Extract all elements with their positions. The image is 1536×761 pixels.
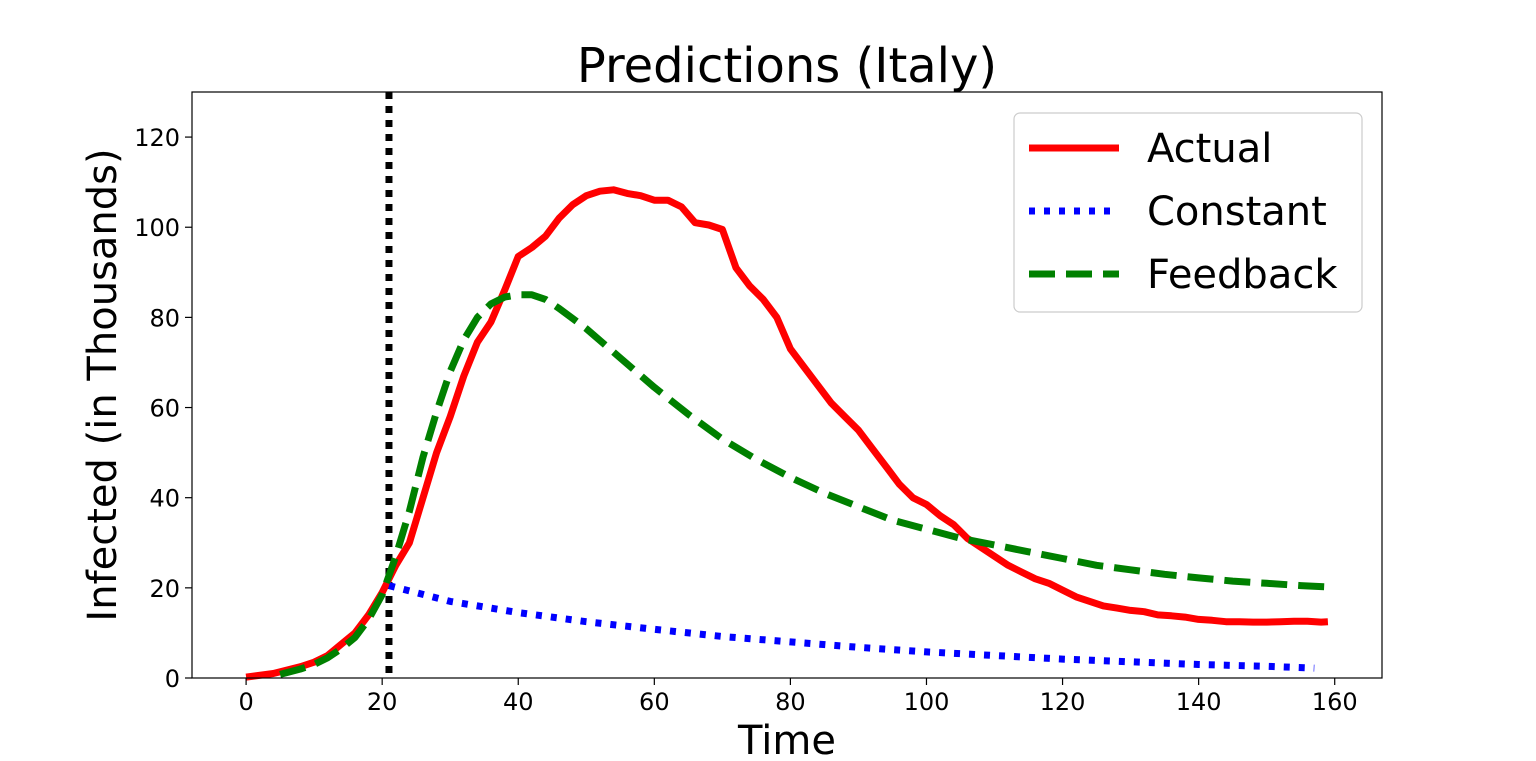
x-axis-label: Time [737,718,836,761]
y-tick-label: 120 [134,124,180,152]
x-tick-label: 0 [238,688,253,716]
legend-box [1013,112,1363,313]
series-line-feedback [279,291,1329,678]
series-line-constant [388,582,1315,672]
x-tick-label: 100 [904,688,950,716]
y-tick-label: 40 [149,485,180,513]
x-tick-label: 140 [1176,688,1222,716]
plot-frame [191,91,1383,679]
x-tick-label: 120 [1040,688,1086,716]
x-tick-label: 160 [1312,688,1358,716]
legend-label-feedback: Feedback [1147,252,1338,298]
y-tick-label: 0 [165,665,180,693]
x-tick-label: 20 [367,688,398,716]
y-tick-label: 80 [149,304,180,332]
plot-layer [245,92,1329,681]
x-tick-label: 60 [639,688,670,716]
x-tick-label: 40 [503,688,534,716]
legend-label-actual: Actual [1147,126,1272,172]
y-tick-label: 20 [149,575,180,603]
legend-label-constant: Constant [1147,189,1327,235]
axes-layer: 0 20 40 60 80 100 120 140 160 0 20 40 60 80 100 120 [134,91,1383,716]
y-tick-label: 100 [134,214,180,242]
y-axis-label: Infected (in Thousands) [80,148,126,621]
y-tick-label: 60 [149,395,180,423]
legend: Actual Constant Feedback [1013,112,1363,313]
chart-title: Predictions (Italy) [577,38,997,94]
x-tick-label: 80 [775,688,806,716]
series-line-actual [245,186,1329,681]
